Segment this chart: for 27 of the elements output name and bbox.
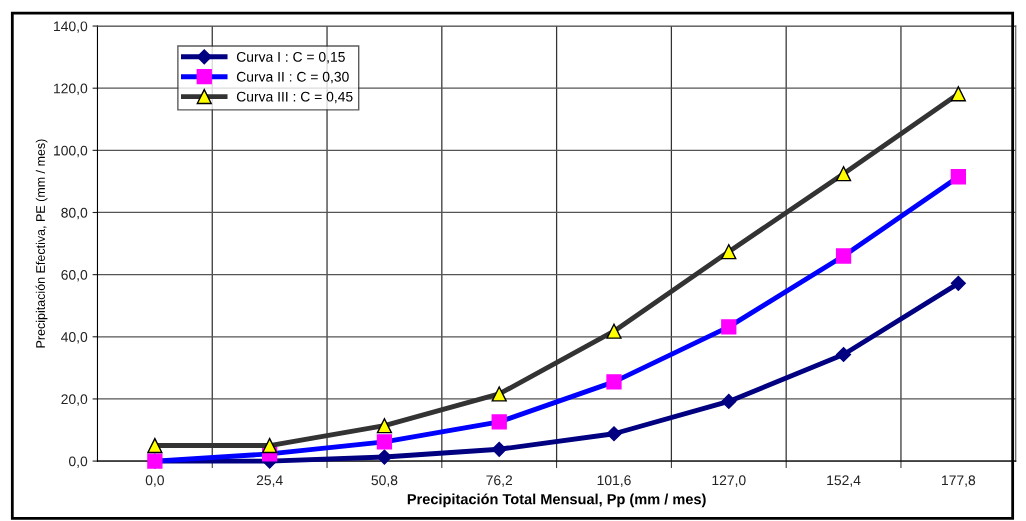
y-tick-label: 0,0 <box>68 456 88 468</box>
x-axis-title: Precipitación Total Mensual, Pp (mm / mes) <box>407 493 706 508</box>
x-tick-label: 25,4 <box>256 475 283 487</box>
y-tick-label: 60,0 <box>61 269 88 282</box>
y-tick-label: 40,0 <box>61 332 88 344</box>
y-tick-label: 100,0 <box>54 145 88 158</box>
x-tick-label: 0,0 <box>145 475 164 487</box>
y-tick-label: 20,0 <box>61 394 88 406</box>
x-tick-label: 127,0 <box>712 475 746 487</box>
point <box>376 449 392 465</box>
point <box>835 346 852 363</box>
x-tick-label: 177,8 <box>942 475 976 487</box>
y-tick-label: 80,0 <box>61 207 88 220</box>
point <box>721 393 737 409</box>
y-tick-label: 140,0 <box>54 21 88 33</box>
y-tick-label: 120,0 <box>54 83 88 96</box>
x-tick-label: 50,8 <box>371 475 398 487</box>
point <box>491 441 507 457</box>
x-tick-label: 101,6 <box>597 475 631 487</box>
legend-label: Curva I : C = 0,15 <box>236 51 345 64</box>
x-tick-label: 76,2 <box>486 475 513 487</box>
y-axis-title: Precipitación Efectiva, PE (mm / mes) <box>35 139 48 348</box>
point <box>950 275 966 291</box>
point <box>606 426 622 442</box>
legend-label: Curva II : C = 0,30 <box>236 71 349 84</box>
x-tick-label: 152,4 <box>827 475 861 487</box>
legend-label: Curva III : C = 0,45 <box>236 91 353 104</box>
